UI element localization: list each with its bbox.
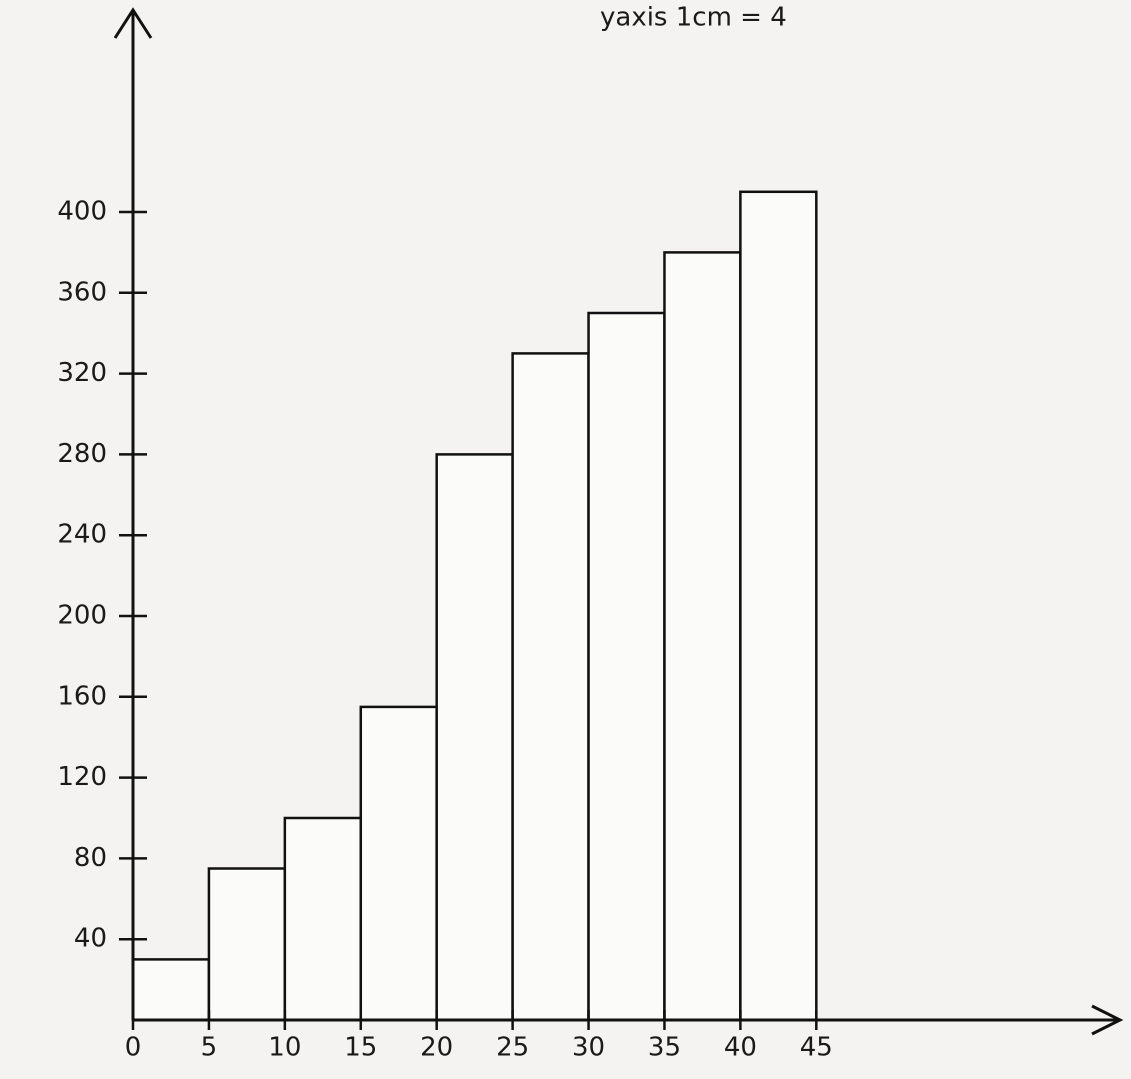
y-tick-label: 280: [57, 439, 107, 469]
bar: [589, 313, 665, 1020]
chart: yaxis 1cm = 4 40801201602002402803203604…: [0, 0, 1131, 1079]
y-tick-label: 120: [57, 762, 107, 792]
bar: [285, 818, 361, 1020]
x-tick-label: 30: [572, 1033, 605, 1063]
y-tick-label: 80: [74, 843, 107, 873]
y-tick-label: 160: [57, 681, 107, 711]
x-tick-label: 25: [496, 1033, 529, 1063]
bar: [133, 959, 209, 1020]
x-tick-label: 45: [800, 1033, 833, 1063]
y-tick-label: 360: [57, 277, 107, 307]
bar: [437, 454, 513, 1020]
bar: [209, 869, 285, 1021]
bar: [361, 707, 437, 1020]
y-axis: [115, 10, 151, 1020]
annotation: yaxis 1cm = 4: [600, 3, 787, 33]
x-tick-label: 5: [201, 1033, 218, 1063]
x-tick-label: 0: [125, 1033, 142, 1063]
y-tick-label: 200: [57, 601, 107, 631]
x-tick-label: 15: [344, 1033, 377, 1063]
y-tick-label: 40: [74, 924, 107, 954]
x-tick-label: 10: [268, 1033, 301, 1063]
x-tick-label: 40: [724, 1033, 757, 1063]
x-tick-label: 20: [420, 1033, 453, 1063]
x-tick-label: 35: [648, 1033, 681, 1063]
y-tick-label: 320: [57, 358, 107, 388]
bar: [740, 192, 816, 1020]
bar: [664, 252, 740, 1020]
y-tick-label: 240: [57, 520, 107, 550]
bar: [513, 353, 589, 1020]
y-tick-label: 400: [57, 197, 107, 227]
